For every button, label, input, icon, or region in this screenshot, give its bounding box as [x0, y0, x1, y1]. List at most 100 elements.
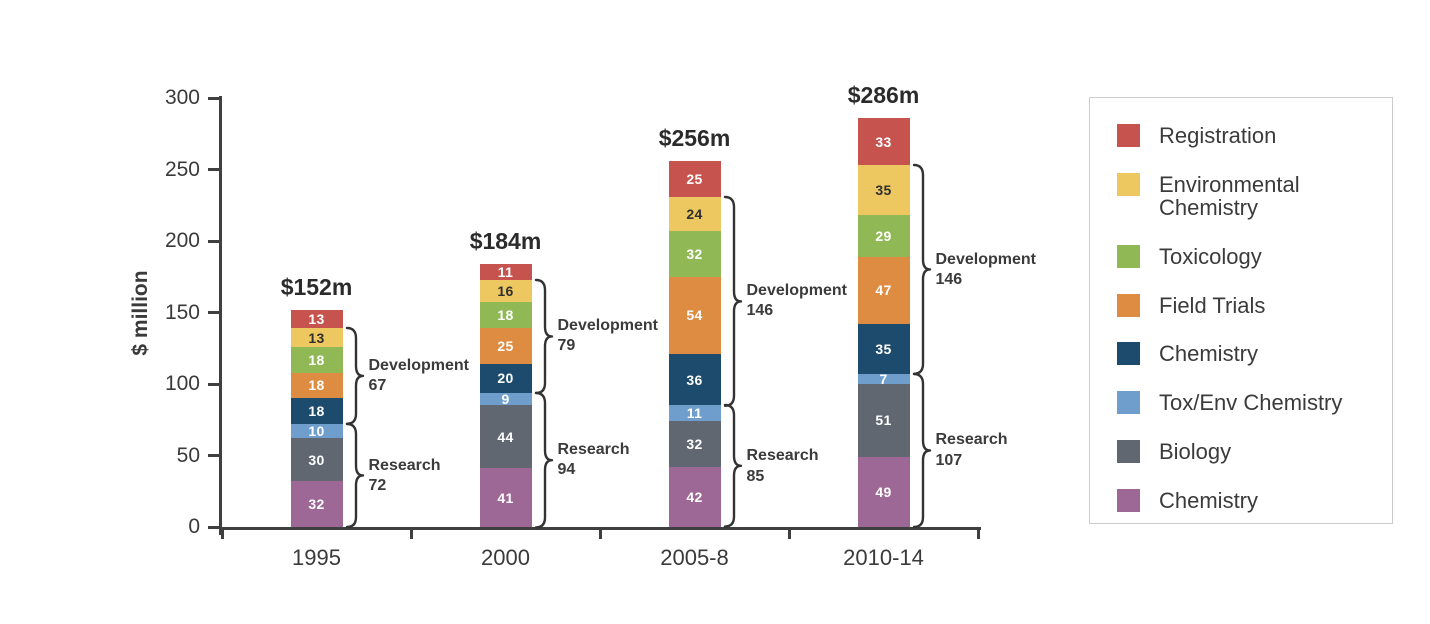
bar-segment: 18 [290, 398, 343, 425]
bar-segment: 16 [479, 279, 532, 303]
legend-swatch [1117, 124, 1140, 147]
bar-segment: 13 [290, 328, 343, 347]
bracket-group-name: Research [746, 447, 819, 465]
bar-segment: 32 [668, 421, 721, 467]
bar-segment: 11 [668, 405, 721, 421]
y-tick-label: 100 [164, 372, 200, 395]
y-tick-mark [208, 525, 219, 529]
legend-item: Tox/Env Chemistry [1117, 391, 1392, 415]
legend-swatch [1117, 440, 1140, 464]
bracket-group-value: 107 [935, 451, 963, 469]
y-tick-label: 50 [176, 443, 200, 467]
legend-item: Toxicology [1117, 243, 1392, 269]
legend-swatch [1117, 172, 1140, 196]
bracket-label: Development 79 [558, 316, 658, 357]
y-tick-label: 250 [164, 157, 200, 181]
bracket-label: Development 146 [747, 281, 847, 322]
bracket-group-name: Development [746, 282, 847, 300]
y-tick-mark [208, 382, 219, 386]
x-category-label: 2000 [481, 545, 530, 570]
bracket-brace [912, 372, 931, 529]
legend-label: Field Trials [1159, 292, 1266, 318]
bar-segment: 11 [479, 264, 532, 280]
bracket-group-name: Development [557, 317, 658, 335]
bracket-brace [534, 391, 553, 529]
legend-swatch [1117, 342, 1140, 366]
legend-label: Registration [1159, 123, 1277, 148]
bracket-group-value: 85 [746, 467, 765, 485]
legend-label: Biology [1159, 439, 1232, 465]
bracket-label: Research 107 [936, 430, 1008, 471]
bracket-group-value: 67 [368, 377, 387, 395]
bar-segment: 33 [857, 118, 910, 166]
legend-label: Toxicology [1159, 243, 1262, 269]
bracket-group-name: Research [368, 456, 441, 474]
bracket-group-name: Research [557, 440, 630, 458]
total-label: $256m [658, 124, 731, 151]
bracket-label: Research 72 [369, 456, 441, 497]
bar-segment: 13 [290, 309, 343, 329]
legend-swatch [1117, 293, 1140, 317]
y-tick-label: 200 [164, 229, 200, 252]
bracket-label: Research 94 [558, 440, 630, 481]
bracket-brace [534, 278, 553, 394]
y-tick-mark [208, 96, 219, 100]
legend-item: Field Trials [1117, 292, 1392, 318]
bracket-label: Research 85 [747, 446, 819, 487]
bar-segment: 20 [479, 363, 532, 393]
bracket-brace [345, 327, 364, 426]
y-tick-mark [208, 239, 219, 243]
legend-item: Chemistry [1117, 342, 1392, 366]
legend-item: Biology [1117, 440, 1392, 464]
bar-segment: 44 [479, 405, 532, 469]
x-axis-line [219, 527, 981, 530]
bracket-group-value: 146 [935, 270, 963, 288]
bar-segment: 47 [857, 256, 910, 324]
bracket-group-name: Research [935, 431, 1008, 449]
y-tick-mark [208, 454, 219, 457]
x-category-label: 2005-8 [660, 545, 729, 570]
x-tick-mark [220, 530, 224, 539]
bar-segment: 54 [668, 276, 721, 354]
bar-segment: 29 [857, 215, 910, 257]
x-tick-mark [976, 530, 980, 539]
legend-swatch [1117, 244, 1140, 268]
bracket-group-name: Development [935, 250, 1036, 268]
x-tick-mark [787, 530, 791, 539]
bar-segment: 35 [857, 165, 910, 216]
bar-segment: 51 [857, 384, 910, 457]
x-category-label: 2010-14 [843, 545, 924, 570]
bar-segment: 30 [290, 438, 343, 482]
legend-item: Chemistry [1117, 489, 1392, 513]
bracket-brace [723, 195, 742, 407]
bar-segment: 10 [290, 423, 343, 439]
bar-segment: 35 [857, 323, 910, 374]
legend-item: Environmental Chemistry [1117, 172, 1392, 220]
x-tick-mark [409, 530, 413, 539]
y-tick-mark [208, 168, 219, 171]
bracket-group-value: 94 [557, 461, 576, 479]
y-tick-label: 0 [188, 515, 200, 538]
bar-segment: 49 [857, 456, 910, 527]
total-label: $184m [469, 227, 542, 254]
bar-segment: 25 [479, 328, 532, 364]
y-axis-line [219, 96, 222, 535]
bracket-label: Development 146 [936, 250, 1036, 291]
bar-segment: 9 [479, 391, 532, 407]
bar-segment: 18 [290, 346, 343, 373]
bar-segment: 25 [668, 160, 721, 197]
legend-box: Registration Environmental Chemistry Toxic… [1089, 97, 1393, 524]
bracket-brace [723, 404, 742, 529]
bar-segment: 32 [668, 230, 721, 277]
bar-segment: 41 [479, 468, 532, 527]
bar-segment: 7 [857, 371, 910, 387]
bar-segment: 18 [290, 372, 343, 399]
legend-swatch [1117, 391, 1140, 415]
bracket-group-value: 146 [746, 302, 774, 320]
bar-segment: 32 [290, 481, 343, 527]
y-tick-label: 300 [164, 86, 200, 109]
legend-item: Registration [1117, 124, 1392, 148]
bracket-brace [912, 164, 931, 376]
bar-segment: 42 [668, 466, 721, 527]
